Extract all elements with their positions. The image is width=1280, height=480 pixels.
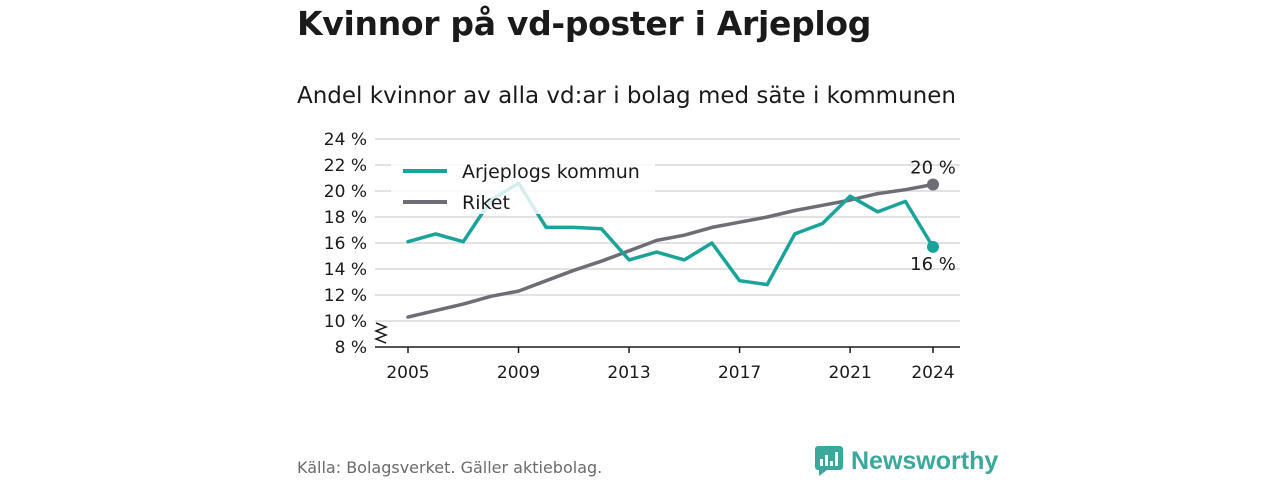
y-tick-label: 24 % [324,130,367,150]
source-note: Källa: Bolagsverket. Gäller aktiebolag. [297,458,603,477]
y-tick-label: 10 % [324,312,367,332]
chart-title: Kvinnor på vd-poster i Arjeplog [297,4,872,43]
x-tick-label: 2009 [497,363,540,383]
brand-name: Newsworthy [851,446,999,475]
y-tick-label: 12 % [324,286,367,306]
legend-label: Riket [462,192,510,214]
axis-break-icon [373,322,389,344]
legend-label: Arjeplogs kommun [462,161,640,183]
end-label: 16 % [910,254,956,275]
end-label: 20 % [910,158,956,179]
end-point [927,178,939,191]
x-tick-label: 2021 [828,363,871,383]
y-tick-label: 18 % [324,208,367,228]
y-tick-label: 16 % [324,234,367,254]
y-tick-label: 22 % [324,156,367,176]
newsworthy-logo-icon [815,446,843,476]
y-tick-label: 8 % [335,338,367,358]
brand-logo: Newsworthy [815,446,998,476]
chart-subtitle: Andel kvinnor av alla vd:ar i bolag med … [297,83,956,109]
x-tick-label: 2024 [911,363,954,383]
y-tick-label: 14 % [324,260,367,280]
line-chart: 8 % 10 % 12 % 14 % 16 % 18 % 20 % 22 % 24 % 2005 2… [324,130,960,383]
x-tick-label: 2017 [718,363,761,383]
x-tick-label: 2013 [607,363,650,383]
y-tick-label: 20 % [324,182,367,202]
end-point [927,240,939,253]
x-tick-label: 2005 [386,363,429,383]
